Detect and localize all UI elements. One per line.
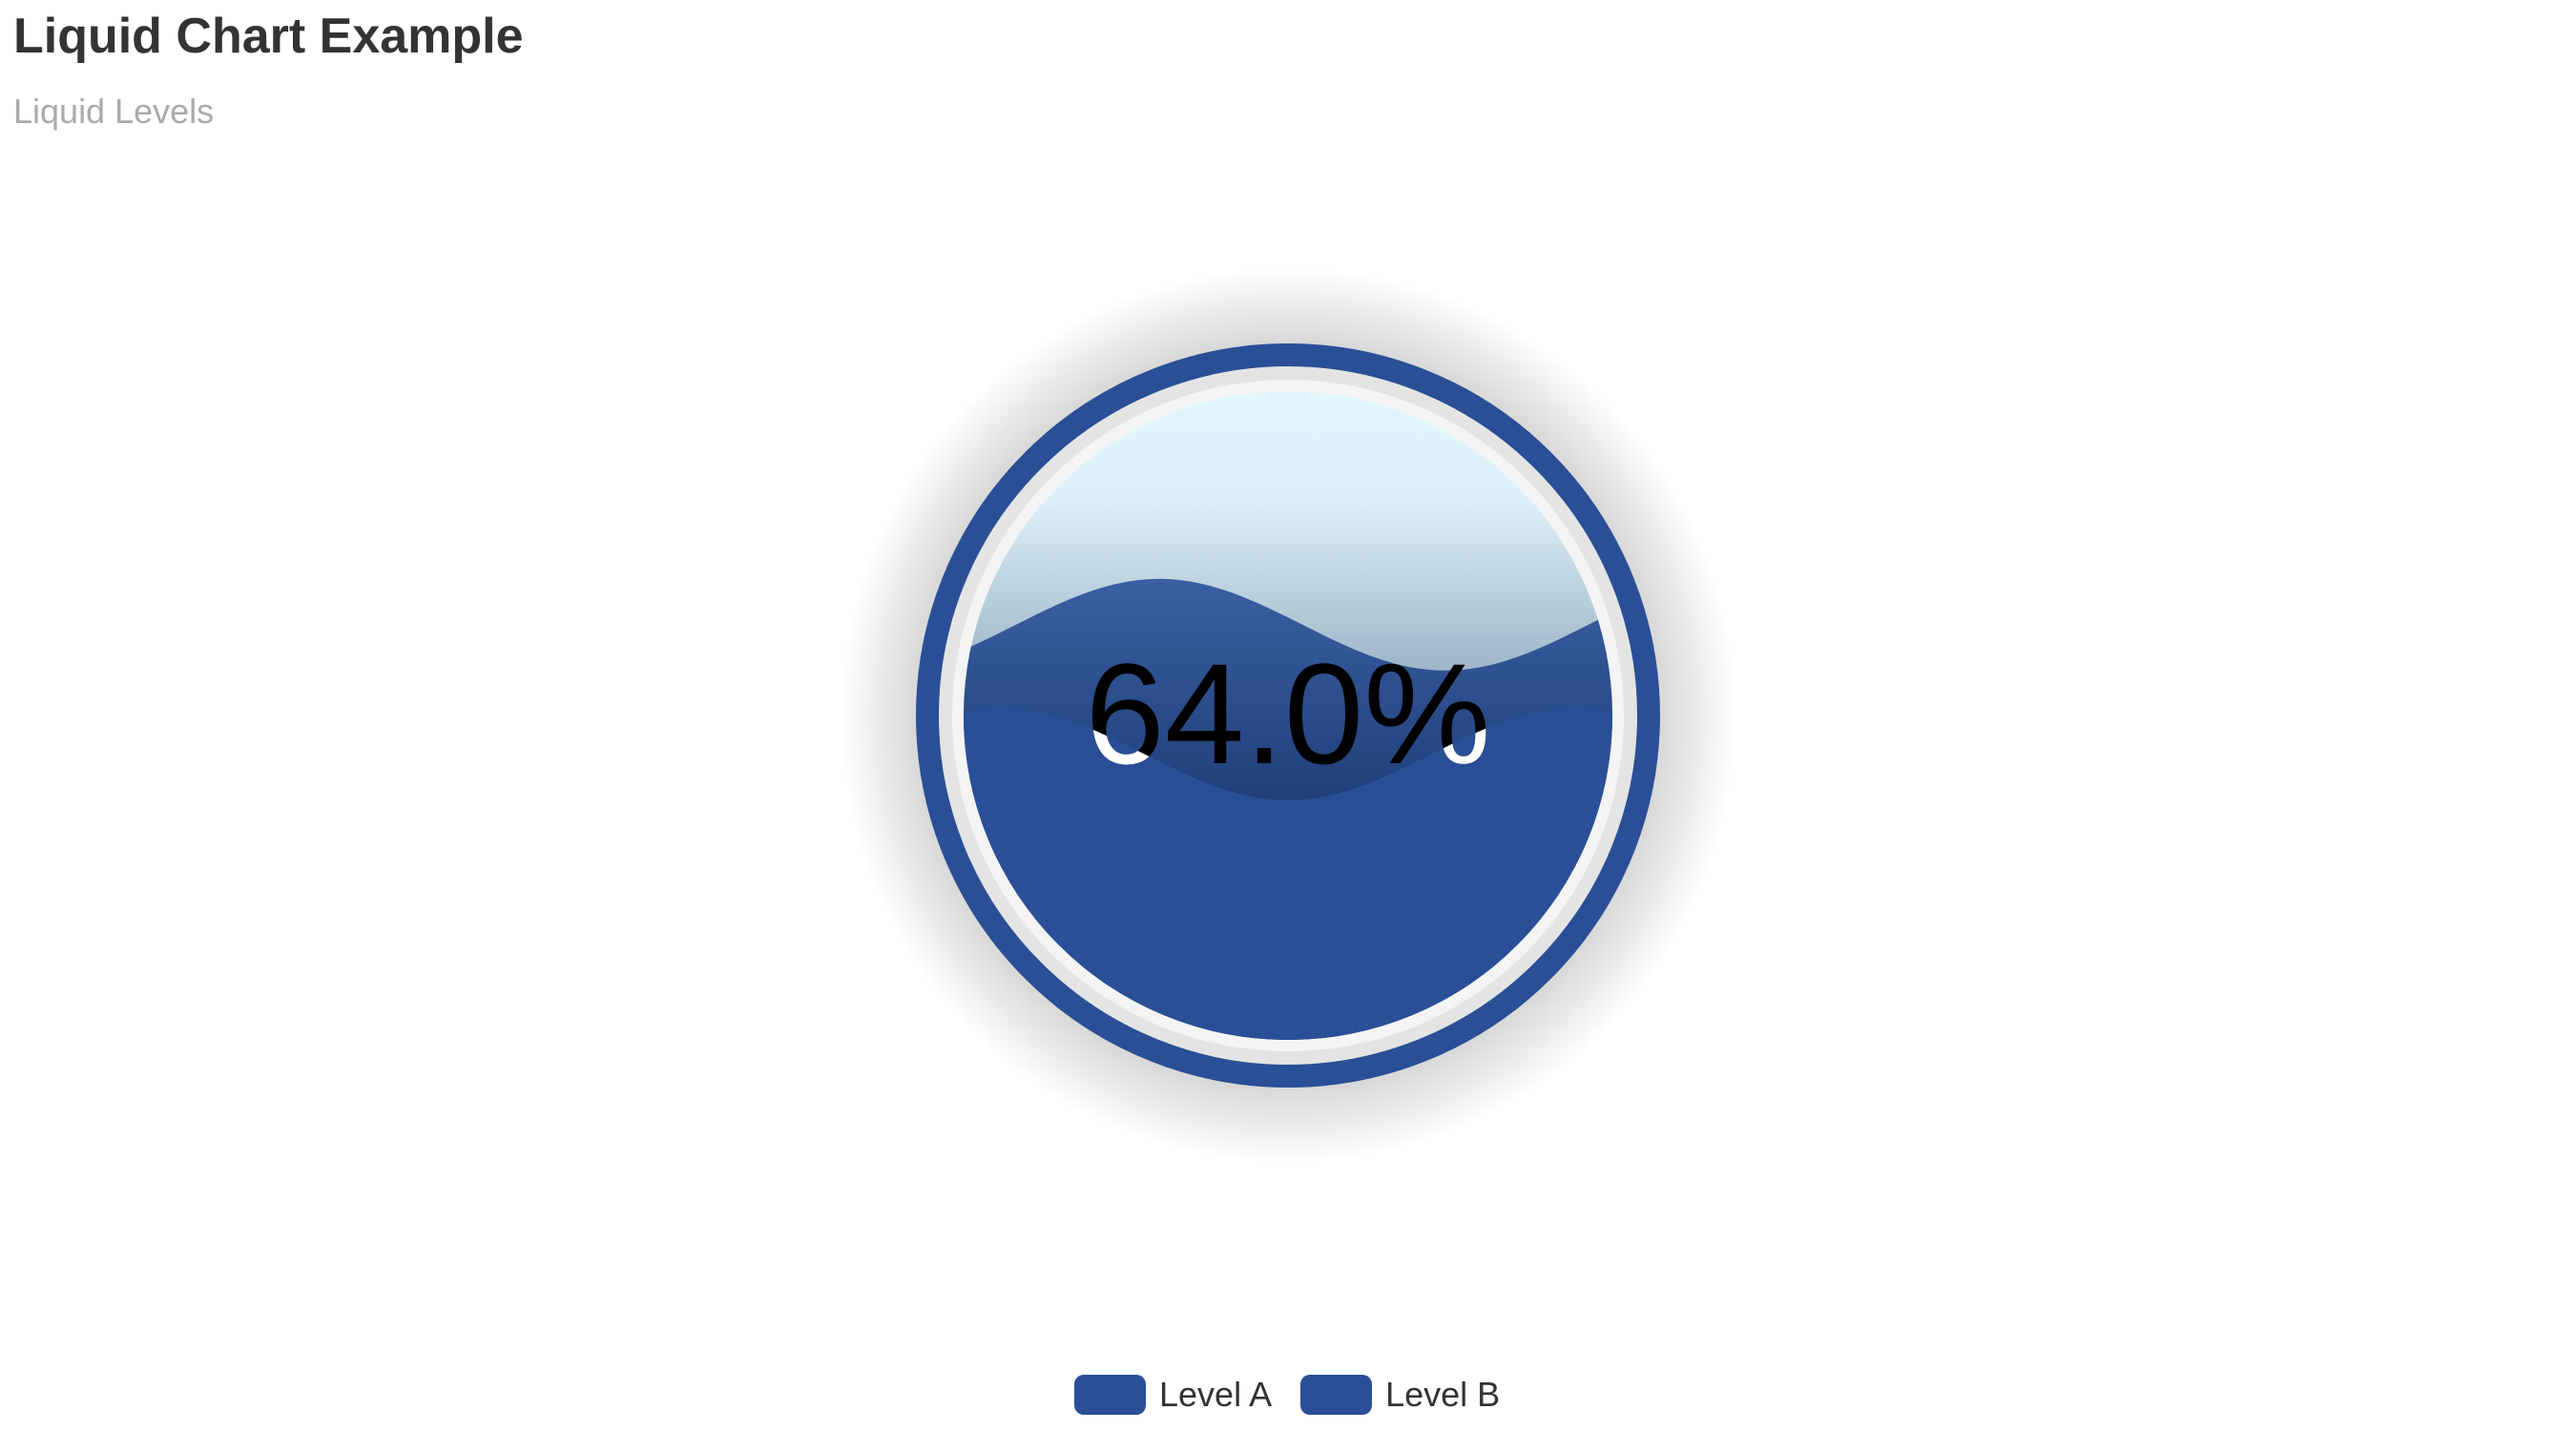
- chart-subtitle: Liquid Levels: [13, 92, 215, 131]
- chart-outline: [916, 343, 1660, 1088]
- legend-label-level-a: Level A: [1159, 1375, 1273, 1414]
- legend-swatch-level-a: [1074, 1375, 1146, 1415]
- legend-item-level-b[interactable]: Level B: [1300, 1375, 1500, 1415]
- wave-level-a: [964, 708, 1612, 1040]
- value-label: 64.0%: [1085, 633, 1490, 794]
- legend-item-level-a[interactable]: Level A: [1074, 1375, 1272, 1415]
- legend-label-level-b: Level B: [1385, 1375, 1501, 1414]
- legend: Level A Level B: [1074, 1374, 1500, 1416]
- legend-swatch-level-b: [1300, 1375, 1373, 1415]
- chart-title: Liquid Chart Example: [13, 9, 524, 64]
- liquid-chart: 64.0% 64.0%: [840, 267, 1736, 1164]
